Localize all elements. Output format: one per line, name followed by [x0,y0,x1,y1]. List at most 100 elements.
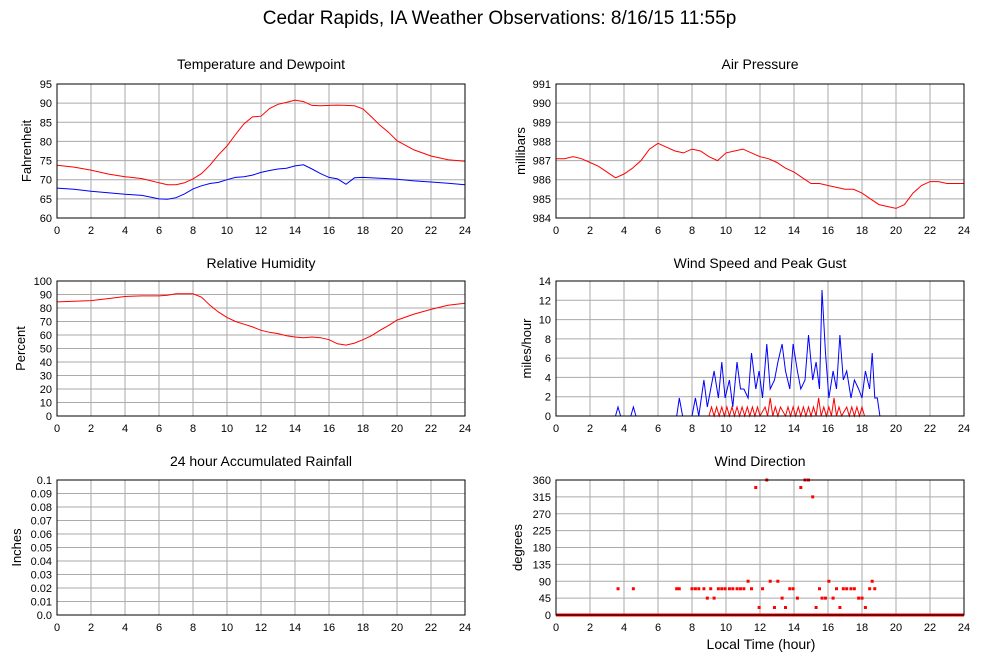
direction-point [757,606,761,609]
x-tick-label: 16 [323,423,335,435]
direction-point [631,587,635,591]
direction-point [841,587,845,591]
direction-point [693,587,697,591]
y-tick-label: 90 [40,290,52,302]
direction-point [811,495,815,499]
x-tick-label: 20 [890,622,902,634]
x-tick-label: 10 [720,423,732,435]
y-tick-label: 60 [40,213,52,225]
x-tick-label: 14 [289,423,301,435]
y-axis-label: miles/hour [519,318,534,379]
x-tick-label: 2 [88,423,94,435]
y-tick-label: 10 [539,315,551,327]
direction-point [831,596,835,600]
x-tick-label: 14 [289,622,301,634]
y-tick-label: 100 [34,276,52,288]
x-tick-label: 18 [357,423,369,435]
x-tick-label: 18 [856,225,868,237]
wind-series-secondary-line [556,397,964,418]
x-tick-label: 24 [958,622,970,634]
y-tick-label: 14 [539,276,551,288]
x-tick-label: 8 [190,423,196,435]
x-tick-label: 4 [621,225,627,237]
x-tick-label: 20 [391,622,403,634]
direction-point [857,596,861,600]
y-tick-label: 180 [533,543,551,555]
x-tick-label: 20 [391,423,403,435]
y-tick-label: 90 [539,576,551,588]
y-tick-label: 0.07 [31,516,52,528]
y-axis-label: Fahrenheit [19,120,34,183]
x-tick-label: 10 [221,622,233,634]
x-tick-label: 18 [856,622,868,634]
y-tick-label: 0 [545,411,551,423]
y-tick-label: 95 [40,79,52,91]
direction-point [761,587,765,591]
direction-point [776,579,780,583]
x-tick-label: 24 [459,225,471,237]
chart-title: Temperature and Dewpoint [177,56,345,72]
direction-point [720,587,724,591]
x-tick-label: 6 [655,622,661,634]
x-tick-label: 16 [323,225,335,237]
x-axis-label-local-time: Local Time (hour) [706,636,816,652]
direction-point [795,596,799,600]
y-tick-label: 0.0 [37,610,52,622]
direction-point [835,587,838,591]
y-axis-label: millibars [513,127,528,175]
x-tick-label: 8 [689,423,695,435]
x-tick-label: 14 [289,225,301,237]
y-tick-label: 989 [533,117,551,129]
temp-series-secondary-line [56,164,466,200]
x-tick-label: 12 [754,423,766,435]
x-tick-label: 10 [221,423,233,435]
x-tick-label: 16 [323,622,335,634]
y-axis-label: degrees [510,524,525,571]
direction-point [799,486,803,489]
x-tick-label: 4 [621,622,627,634]
x-tick-label: 2 [88,225,94,237]
x-tick-label: 2 [587,423,593,435]
plot-frame [56,280,466,417]
x-tick-label: 4 [122,225,128,237]
direction-point [675,587,679,591]
direction-point [818,587,821,591]
x-tick-label: 4 [621,423,627,435]
x-tick-label: 6 [156,225,162,237]
y-tick-label: 80 [40,303,52,315]
x-tick-label: 20 [890,423,902,435]
x-tick-label: 20 [391,225,403,237]
x-tick-label: 16 [822,622,834,634]
x-tick-label: 24 [958,225,970,237]
y-tick-label: 270 [533,509,551,521]
direction-point [780,596,784,600]
x-tick-label: 22 [425,622,437,634]
y-tick-label: 6 [545,353,551,365]
chart-title: Wind Direction [714,453,805,469]
direction-point [873,587,877,591]
direction-point [863,606,867,609]
rh-series-primary-line [56,293,466,346]
direction-point [870,579,874,583]
direction-point [772,606,776,609]
x-tick-label: 18 [856,423,868,435]
y-tick-label: 80 [40,136,52,148]
y-tick-label: 0.05 [31,543,52,555]
x-tick-label: 20 [890,225,902,237]
y-tick-label: 75 [40,156,52,168]
direction-point [823,596,827,600]
y-tick-label: 70 [40,317,52,329]
y-tick-label: 135 [533,559,551,571]
y-tick-label: 12 [539,295,551,307]
direction-point [712,596,716,600]
x-tick-label: 0 [54,225,60,237]
x-tick-label: 14 [788,423,800,435]
y-tick-label: 0.06 [31,529,52,541]
chart-title: Wind Speed and Peak Gust [674,255,847,271]
x-tick-label: 0 [553,423,559,435]
